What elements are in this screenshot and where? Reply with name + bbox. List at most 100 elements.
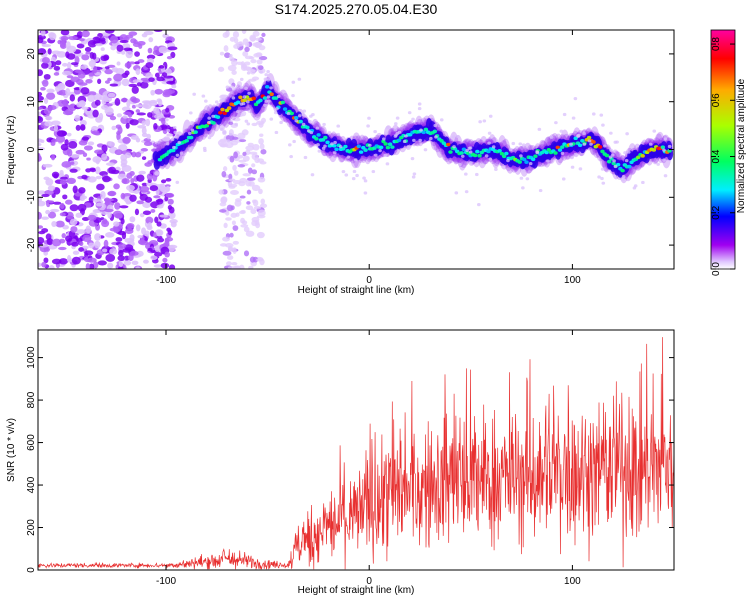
noise-blob bbox=[62, 194, 68, 200]
band-blob bbox=[242, 151, 247, 157]
noise-blob bbox=[129, 119, 139, 126]
stray-blob bbox=[411, 175, 416, 179]
top-xtick-label: -100 bbox=[156, 275, 176, 286]
top-ylabel: Frequency (Hz) bbox=[6, 116, 17, 185]
noise-blob bbox=[100, 47, 105, 52]
noise-blob bbox=[165, 185, 171, 192]
stray-blob bbox=[434, 135, 438, 139]
stray-blob bbox=[207, 120, 211, 125]
band-blob bbox=[257, 209, 266, 217]
noise-blob bbox=[53, 201, 62, 205]
ridge-peak bbox=[660, 145, 666, 149]
ridge-peak bbox=[598, 145, 603, 149]
noise-blob bbox=[38, 225, 44, 229]
stray-blob bbox=[263, 77, 268, 81]
band-blob bbox=[228, 173, 233, 181]
noise-blob bbox=[76, 43, 85, 49]
stray-blob bbox=[601, 123, 605, 127]
noise-blob bbox=[165, 177, 172, 182]
stray-blob bbox=[373, 153, 378, 157]
noise-blob bbox=[87, 214, 97, 221]
stray-blob bbox=[454, 191, 459, 195]
noise-blob bbox=[141, 126, 147, 135]
noise-blob bbox=[53, 124, 59, 132]
noise-blob bbox=[164, 251, 170, 258]
noise-blob bbox=[139, 212, 145, 218]
noise-blob bbox=[132, 79, 142, 84]
noise-blob bbox=[70, 226, 78, 233]
noise-blob bbox=[162, 257, 168, 263]
noise-blob bbox=[141, 156, 147, 161]
stray-blob bbox=[333, 151, 337, 155]
band-blob bbox=[232, 240, 239, 245]
stray-blob bbox=[625, 132, 629, 136]
stray-blob bbox=[170, 137, 175, 142]
stray-blob bbox=[190, 146, 195, 150]
stray-blob bbox=[246, 122, 251, 126]
noise-blob bbox=[142, 210, 152, 216]
noise-blob bbox=[118, 249, 124, 257]
noise-blob bbox=[68, 140, 78, 149]
noise-blob bbox=[139, 81, 149, 89]
noise-blob bbox=[93, 209, 100, 213]
band-blob bbox=[253, 42, 262, 47]
band-blob bbox=[246, 177, 256, 181]
noise-blob bbox=[46, 88, 55, 93]
stray-blob bbox=[274, 130, 279, 135]
noise-blob bbox=[113, 183, 120, 190]
noise-blob bbox=[145, 62, 154, 69]
band-blob bbox=[244, 46, 250, 52]
ridge-peak bbox=[378, 145, 384, 150]
ridge-peak bbox=[604, 153, 610, 158]
noise-blob bbox=[98, 112, 104, 121]
noise-blob bbox=[111, 67, 119, 73]
band-blob bbox=[251, 184, 261, 192]
stray-blob bbox=[220, 98, 224, 102]
noise-blob bbox=[88, 72, 95, 77]
noise-blob bbox=[144, 196, 153, 203]
band-blob bbox=[231, 220, 236, 226]
top-ytick-label: 20 bbox=[26, 48, 37, 60]
noise-blob bbox=[86, 157, 91, 161]
noise-blob bbox=[117, 266, 124, 269]
noise-blob bbox=[147, 222, 152, 229]
stray-blob bbox=[433, 123, 438, 128]
noise-blob bbox=[81, 216, 90, 221]
noise-blob bbox=[69, 154, 80, 158]
stray-blob bbox=[656, 162, 660, 166]
band-blob bbox=[238, 264, 245, 269]
noise-blob bbox=[151, 148, 157, 152]
noise-blob bbox=[94, 240, 101, 249]
band-blob bbox=[222, 236, 230, 242]
noise-blob bbox=[95, 175, 102, 180]
ridge-peak bbox=[544, 150, 549, 155]
ridge-peak bbox=[305, 125, 310, 130]
stray-blob bbox=[484, 154, 489, 158]
band-blob bbox=[259, 143, 265, 150]
ridge-peak bbox=[193, 130, 198, 134]
ridge-peak bbox=[421, 130, 426, 135]
band-blob bbox=[258, 138, 264, 145]
noise-blob bbox=[121, 178, 130, 185]
stray-blob bbox=[241, 102, 246, 106]
noise-blob bbox=[164, 240, 170, 248]
noise-blob bbox=[48, 211, 57, 219]
noise-blob bbox=[85, 263, 91, 269]
stray-blob bbox=[521, 186, 525, 190]
band-blob bbox=[242, 38, 249, 46]
stray-blob bbox=[165, 142, 170, 146]
noise-blob bbox=[147, 112, 153, 118]
band-blob bbox=[217, 66, 225, 72]
noise-blob bbox=[47, 48, 52, 55]
stray-blob bbox=[491, 145, 496, 149]
noise-blob bbox=[144, 230, 150, 237]
stray-blob bbox=[228, 132, 233, 137]
noise-blob bbox=[59, 202, 65, 210]
band-blob bbox=[236, 81, 243, 87]
noise-blob bbox=[167, 245, 176, 252]
ridge-peak bbox=[573, 136, 578, 141]
ridge-peak bbox=[577, 143, 583, 148]
stray-blob bbox=[560, 151, 565, 155]
noise-blob bbox=[62, 99, 69, 107]
stray-blob bbox=[201, 94, 206, 98]
